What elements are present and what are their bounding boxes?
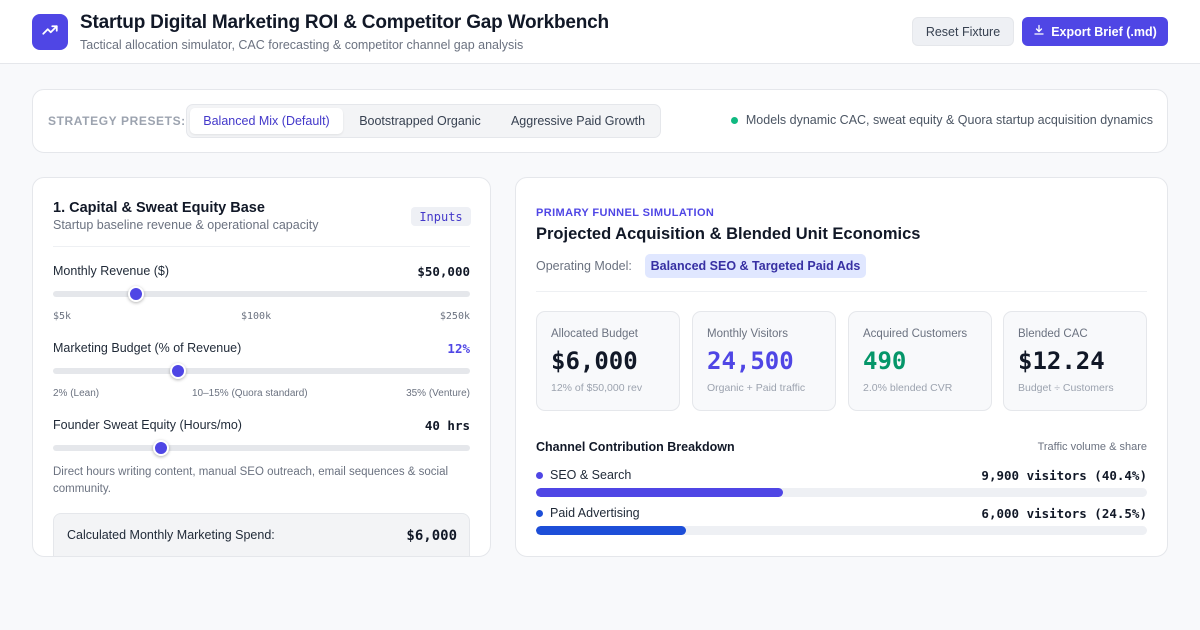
preset-balanced-mix[interactable]: Balanced Mix (Default) [190, 108, 343, 134]
preset-aggressive-paid[interactable]: Aggressive Paid Growth [510, 114, 646, 128]
channel-dot-icon [536, 471, 543, 479]
revenue-tick-min: $5k [53, 311, 72, 322]
sweat-equity-slider[interactable] [53, 440, 470, 456]
sweat-equity-label: Founder Sweat Equity (Hours/mo) [53, 418, 242, 432]
kpi-monthly-visitors: Monthly Visitors 24,500 Organic + Paid t… [692, 311, 836, 411]
kpi-label: Blended CAC [1018, 328, 1088, 340]
kpi-value: $12.24 [1018, 347, 1105, 375]
channel-name: SEO & Search [550, 468, 632, 482]
export-brief-button[interactable]: Export Brief (.md) [1022, 17, 1168, 46]
inputs-card-subtitle: Startup baseline revenue & operational c… [53, 218, 319, 232]
kpi-label: Acquired Customers [863, 328, 968, 340]
channel-seo-bar [536, 488, 1147, 497]
inputs-card-title: 1. Capital & Sweat Equity Base [53, 200, 265, 216]
kpi-value: 24,500 [707, 347, 794, 375]
app-header: Startup Digital Marketing ROI & Competit… [0, 0, 1200, 64]
app-logo [32, 14, 68, 50]
calculated-spend-box: Calculated Monthly Marketing Spend: $6,0… [53, 513, 470, 556]
kpi-value: 490 [863, 347, 907, 375]
download-icon [1033, 24, 1045, 39]
calculated-spend-label: Calculated Monthly Marketing Spend: [67, 528, 275, 542]
divider [536, 291, 1147, 292]
channel-paid-bar-fill [536, 526, 686, 535]
operating-model-badge: Balanced SEO & Targeted Paid Ads [645, 254, 866, 278]
revenue-tick-mid: $100k [241, 311, 272, 322]
revenue-label: Monthly Revenue ($) [53, 264, 170, 278]
budget-slider[interactable] [53, 363, 470, 379]
divider [53, 246, 470, 247]
sweat-equity-value: 40 hrs [424, 418, 470, 433]
inputs-card: 1. Capital & Sweat Equity Base Startup b… [32, 177, 491, 557]
app-title: Startup Digital Marketing ROI & Competit… [80, 12, 609, 33]
budget-tick-min: 2% (Lean) [53, 388, 100, 399]
budget-label: Marketing Budget (% of Revenue) [53, 341, 242, 355]
presets-status-note: Models dynamic CAC, sweat equity & Quora… [730, 113, 1153, 127]
channel-paid-value: 6,000 visitors (24.5%) [981, 506, 1147, 521]
kpi-footnote: 2.0% blended CVR [863, 382, 953, 394]
revenue-slider-thumb[interactable] [128, 286, 145, 302]
channel-seo-bar-fill [536, 488, 783, 497]
channel-seo-value: 9,900 visitors (40.4%) [981, 468, 1147, 483]
preset-bootstrapped-organic[interactable]: Bootstrapped Organic [359, 114, 481, 128]
kpi-allocated-budget: Allocated Budget $6,000 12% of $50,000 r… [536, 311, 680, 411]
preset-segmented-control: Balanced Mix (Default) Bootstrapped Orga… [186, 104, 661, 138]
revenue-tick-max: $250k [439, 311, 470, 322]
funnel-title: Projected Acquisition & Blended Unit Eco… [536, 225, 921, 243]
reset-fixture-label: Reset Fixture [925, 24, 1001, 39]
kpi-footnote: Organic + Paid traffic [707, 382, 806, 394]
budget-value: 12% [447, 341, 470, 356]
strategy-presets-bar: STRATEGY PRESETS: Balanced Mix (Default)… [32, 89, 1168, 153]
kpi-label: Allocated Budget [551, 328, 638, 340]
revenue-value: $50,000 [417, 264, 470, 279]
funnel-simulation-card: PRIMARY FUNNEL SIMULATION Projected Acqu… [515, 177, 1168, 557]
budget-tick-mid: 10–15% (Quora standard) [192, 388, 308, 399]
kpi-footnote: Budget ÷ Customers [1018, 382, 1114, 394]
presets-label: STRATEGY PRESETS: [48, 114, 186, 128]
inputs-badge: Inputs [411, 207, 471, 226]
channel-name: Paid Advertising [550, 506, 640, 520]
channel-paid-label: Paid Advertising [536, 506, 640, 520]
export-brief-label: Export Brief (.md) [1051, 24, 1157, 39]
breakdown-note: Traffic volume & share [1037, 441, 1147, 453]
kpi-label: Monthly Visitors [707, 328, 788, 340]
app-subtitle: Tactical allocation simulator, CAC forec… [80, 38, 524, 52]
sweat-equity-slider-thumb[interactable] [153, 440, 170, 456]
channel-paid-bar [536, 526, 1147, 535]
reset-fixture-button[interactable]: Reset Fixture [912, 17, 1014, 46]
operating-model-label: Operating Model: [536, 259, 632, 273]
channel-dot-icon [536, 509, 543, 517]
channel-seo-label: SEO & Search [536, 468, 631, 482]
status-dot-icon [730, 116, 738, 124]
kpi-value: $6,000 [551, 347, 638, 375]
trend-up-icon [41, 21, 59, 44]
budget-tick-max: 35% (Venture) [406, 388, 470, 399]
kpi-acquired-customers: Acquired Customers 490 2.0% blended CVR [848, 311, 992, 411]
funnel-eyebrow: PRIMARY FUNNEL SIMULATION [536, 207, 715, 219]
kpi-blended-cac: Blended CAC $12.24 Budget ÷ Customers [1003, 311, 1147, 411]
sweat-equity-help: Direct hours writing content, manual SEO… [53, 466, 449, 495]
presets-note-text: Models dynamic CAC, sweat equity & Quora… [745, 113, 1153, 127]
revenue-slider[interactable] [53, 286, 470, 302]
breakdown-title: Channel Contribution Breakdown [536, 440, 735, 454]
kpi-footnote: 12% of $50,000 rev [551, 382, 643, 394]
calculated-spend-value: $6,000 [406, 528, 457, 544]
budget-slider-thumb[interactable] [170, 363, 187, 379]
